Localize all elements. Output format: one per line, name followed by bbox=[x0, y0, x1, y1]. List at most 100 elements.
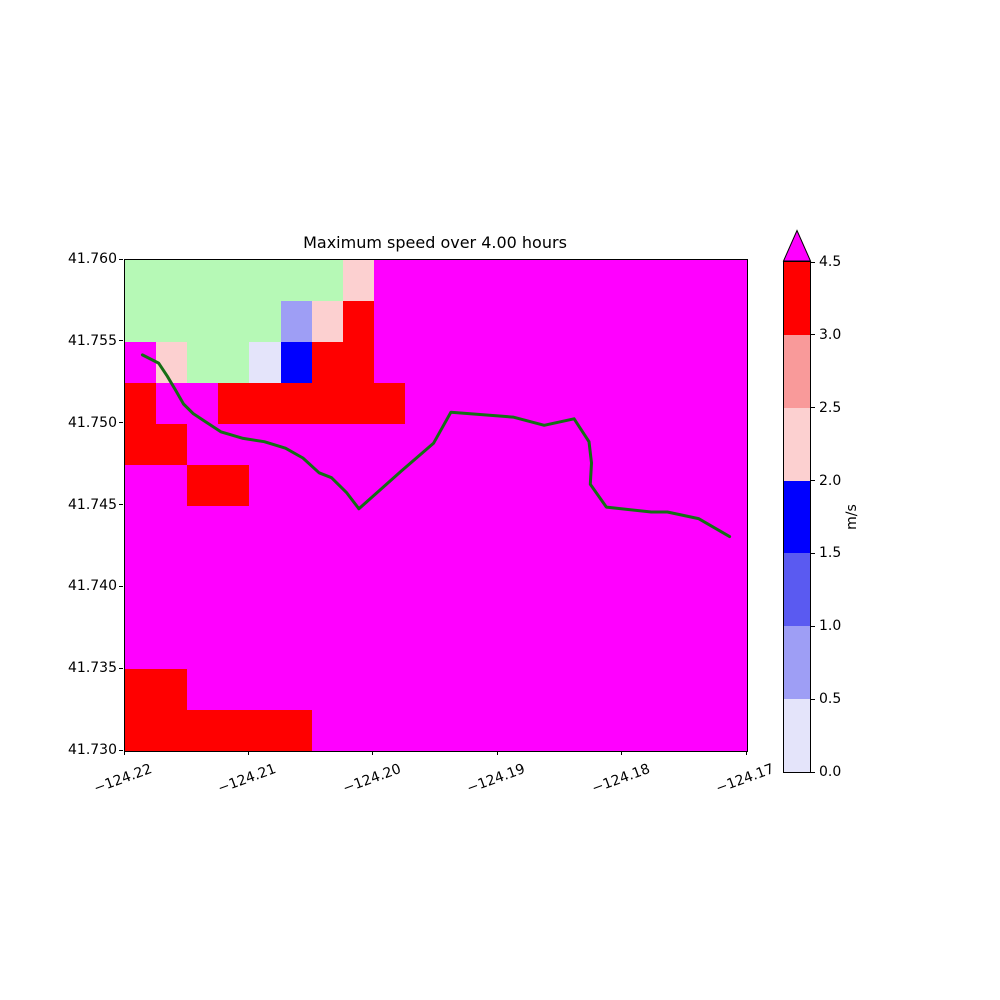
heatmap-cell bbox=[685, 587, 716, 628]
heatmap-cell bbox=[187, 587, 218, 628]
heatmap-cell bbox=[156, 424, 187, 465]
heatmap-cell bbox=[156, 546, 187, 587]
colorbar-tick bbox=[811, 407, 815, 409]
heatmap-cell bbox=[685, 301, 716, 342]
colorbar-tick-label: 0.0 bbox=[819, 764, 842, 780]
heatmap-cell bbox=[374, 546, 405, 587]
heatmap-cell bbox=[249, 587, 281, 628]
heatmap-cell bbox=[281, 260, 312, 301]
x-tick-label: −124.21 bbox=[216, 761, 279, 797]
heatmap-cell bbox=[343, 301, 374, 342]
heatmap-cell bbox=[623, 424, 654, 465]
y-tick bbox=[119, 422, 123, 424]
heatmap-cell bbox=[374, 301, 405, 342]
heatmap-cell bbox=[498, 301, 529, 342]
colorbar-segment bbox=[784, 262, 810, 335]
heatmap-cell bbox=[281, 710, 312, 751]
heatmap-cell bbox=[249, 710, 281, 751]
heatmap-cell bbox=[125, 506, 156, 546]
colorbar-tick bbox=[811, 334, 815, 336]
heatmap-cell bbox=[560, 546, 592, 587]
y-tick bbox=[119, 340, 123, 342]
heatmap-cell bbox=[498, 546, 529, 587]
heatmap-cell bbox=[467, 342, 498, 383]
heatmap-cell bbox=[529, 465, 560, 506]
heatmap-cell bbox=[529, 260, 560, 301]
heatmap-cell bbox=[374, 710, 405, 751]
heatmap-cell bbox=[498, 465, 529, 506]
heatmap-cell bbox=[467, 506, 498, 546]
heatmap-cell bbox=[560, 506, 592, 546]
heatmap-cell bbox=[312, 669, 343, 710]
heatmap-cell bbox=[125, 383, 156, 424]
y-tick-label: 41.740 bbox=[68, 578, 117, 595]
heatmap-cell bbox=[498, 628, 529, 669]
heatmap-cell bbox=[218, 628, 249, 669]
colorbar-segment bbox=[784, 335, 810, 408]
heatmap-cell bbox=[125, 628, 156, 669]
heatmap-cell bbox=[125, 587, 156, 628]
heatmap-cell bbox=[467, 260, 498, 301]
heatmap-cell bbox=[405, 628, 436, 669]
heatmap-cell bbox=[281, 383, 312, 424]
heatmap-cell bbox=[560, 669, 592, 710]
heatmap-cell bbox=[623, 301, 654, 342]
heatmap-cell bbox=[405, 465, 436, 506]
heatmap-cell bbox=[560, 260, 592, 301]
heatmap-cell bbox=[498, 587, 529, 628]
x-tick bbox=[621, 751, 623, 755]
heatmap-cell bbox=[187, 260, 218, 301]
heatmap-cell bbox=[529, 342, 560, 383]
heatmap-cell bbox=[685, 669, 716, 710]
heatmap-cell bbox=[125, 669, 156, 710]
colorbar-segment bbox=[784, 626, 810, 699]
x-tick-label: −124.19 bbox=[464, 761, 528, 797]
heatmap-cell bbox=[343, 669, 374, 710]
plot-area bbox=[124, 259, 748, 752]
heatmap-cell bbox=[281, 465, 312, 506]
x-tick-label: −124.18 bbox=[589, 761, 652, 797]
heatmap-cell bbox=[187, 546, 218, 587]
heatmap-cell bbox=[654, 669, 685, 710]
heatmap-cell bbox=[374, 260, 405, 301]
heatmap-cell bbox=[156, 587, 187, 628]
heatmap-cell bbox=[156, 669, 187, 710]
plot-title: Maximum speed over 4.00 hours bbox=[303, 233, 567, 252]
heatmap-cell bbox=[592, 424, 623, 465]
heatmap-cell bbox=[467, 465, 498, 506]
colorbar-tick bbox=[811, 698, 815, 700]
heatmap-cell bbox=[312, 301, 343, 342]
heatmap-cell bbox=[592, 710, 623, 751]
heatmap-cell bbox=[592, 383, 623, 424]
colorbar-tick-label: 0.5 bbox=[819, 691, 842, 708]
y-tick bbox=[119, 667, 123, 669]
heatmap-cell bbox=[281, 506, 312, 546]
heatmap-cell bbox=[467, 383, 498, 424]
heatmap-cell bbox=[685, 424, 716, 465]
y-tick-label: 41.755 bbox=[68, 332, 117, 349]
heatmap-cell bbox=[249, 669, 281, 710]
x-tick bbox=[123, 751, 125, 755]
heatmap-cell bbox=[125, 710, 156, 751]
heatmap-cell bbox=[218, 260, 249, 301]
heatmap-cell bbox=[716, 506, 747, 546]
heatmap-cell bbox=[436, 546, 467, 587]
colorbar-label: m/s bbox=[844, 504, 860, 530]
heatmap-cell bbox=[436, 710, 467, 751]
track-line bbox=[140, 353, 732, 539]
heatmap-cell bbox=[249, 465, 281, 506]
heatmap-cell bbox=[312, 628, 343, 669]
y-tick-label: 41.760 bbox=[68, 251, 117, 267]
heatmap-cell bbox=[716, 587, 747, 628]
heatmap-cell bbox=[312, 260, 343, 301]
heatmap-cell bbox=[187, 628, 218, 669]
heatmap-cell bbox=[467, 710, 498, 751]
heatmap-cell bbox=[343, 260, 374, 301]
heatmap-cell bbox=[654, 546, 685, 587]
heatmap-cell bbox=[281, 628, 312, 669]
heatmap-cell bbox=[623, 342, 654, 383]
heatmap-cell bbox=[218, 383, 249, 424]
heatmap-cell bbox=[560, 342, 592, 383]
heatmap-cell bbox=[374, 424, 405, 465]
heatmap-cell bbox=[187, 342, 218, 383]
